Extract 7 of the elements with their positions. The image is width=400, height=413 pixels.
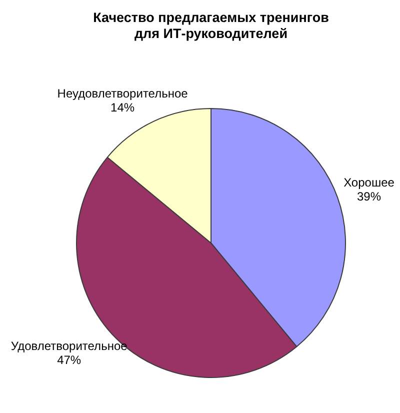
slice-label: Удовлетворительное <box>10 338 128 353</box>
data-label: 39% <box>356 189 382 204</box>
data-label: 14% <box>110 100 135 115</box>
slice-label: Хорошее <box>344 175 395 190</box>
chart-title: Качество предлагаемых тренингов для ИТ-руководителей <box>92 10 330 42</box>
slice-label: Неудовлетворительное <box>57 86 188 101</box>
data-label: 47% <box>57 352 82 367</box>
